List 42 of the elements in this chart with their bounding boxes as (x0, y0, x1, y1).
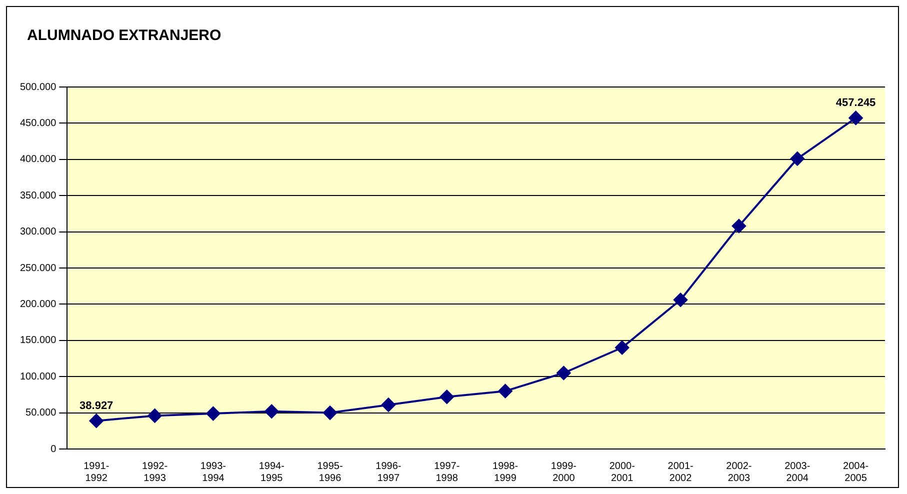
x-tick-label: 1994- 1995 (258, 460, 284, 484)
point (732, 219, 746, 234)
x-tick-label: 2000- 2001 (609, 460, 635, 484)
point (790, 152, 804, 166)
data-label: 38.927 (80, 400, 114, 412)
point (206, 406, 220, 421)
point (323, 406, 338, 420)
y-tick-label: 200.000 (20, 298, 57, 310)
x-tick-label: 2004- 2005 (843, 460, 869, 484)
y-tick-label: 500.000 (20, 82, 57, 93)
y-tick-label: 450.000 (20, 118, 57, 129)
x-tick-label: 1996- 1997 (376, 460, 402, 484)
point (440, 390, 454, 404)
y-tick-label: 150.000 (20, 335, 57, 346)
x-tick-label: 2003- 2004 (784, 460, 810, 484)
y-tick-label: 100.000 (20, 371, 57, 382)
x-tick-label: 1993- 1994 (200, 460, 226, 484)
y-tick-label: 0 (50, 444, 57, 455)
point (89, 414, 104, 428)
y-tick-label: 350.000 (20, 190, 57, 202)
x-tick-label: 1992- 1993 (142, 460, 168, 484)
y-tick-label: 50.000 (26, 408, 57, 419)
x-tick-label: 1997- 1998 (434, 460, 460, 484)
y-tick-label: 250.000 (20, 262, 57, 274)
x-tick-label: 2002- 2003 (726, 460, 752, 484)
chart-title: ALUMNADO EXTRANJERO (27, 27, 222, 44)
point (148, 408, 162, 423)
x-tick-label: 1991- 1992 (84, 460, 110, 484)
point (615, 340, 630, 355)
point (556, 366, 571, 380)
point (264, 404, 279, 418)
y-tick-label: 300.000 (20, 226, 57, 238)
x-tick-label: 2001- 2002 (668, 460, 694, 484)
x-tick-label: 1995- 1996 (317, 460, 343, 484)
point (498, 384, 512, 398)
point (381, 398, 396, 412)
x-tick-label: 1998- 1999 (492, 460, 518, 484)
point (848, 110, 863, 125)
y-tick-label: 400.000 (20, 154, 57, 166)
data-label: 457.245 (836, 96, 876, 109)
x-tick-label: 1999- 2000 (550, 460, 576, 484)
point (674, 292, 688, 307)
